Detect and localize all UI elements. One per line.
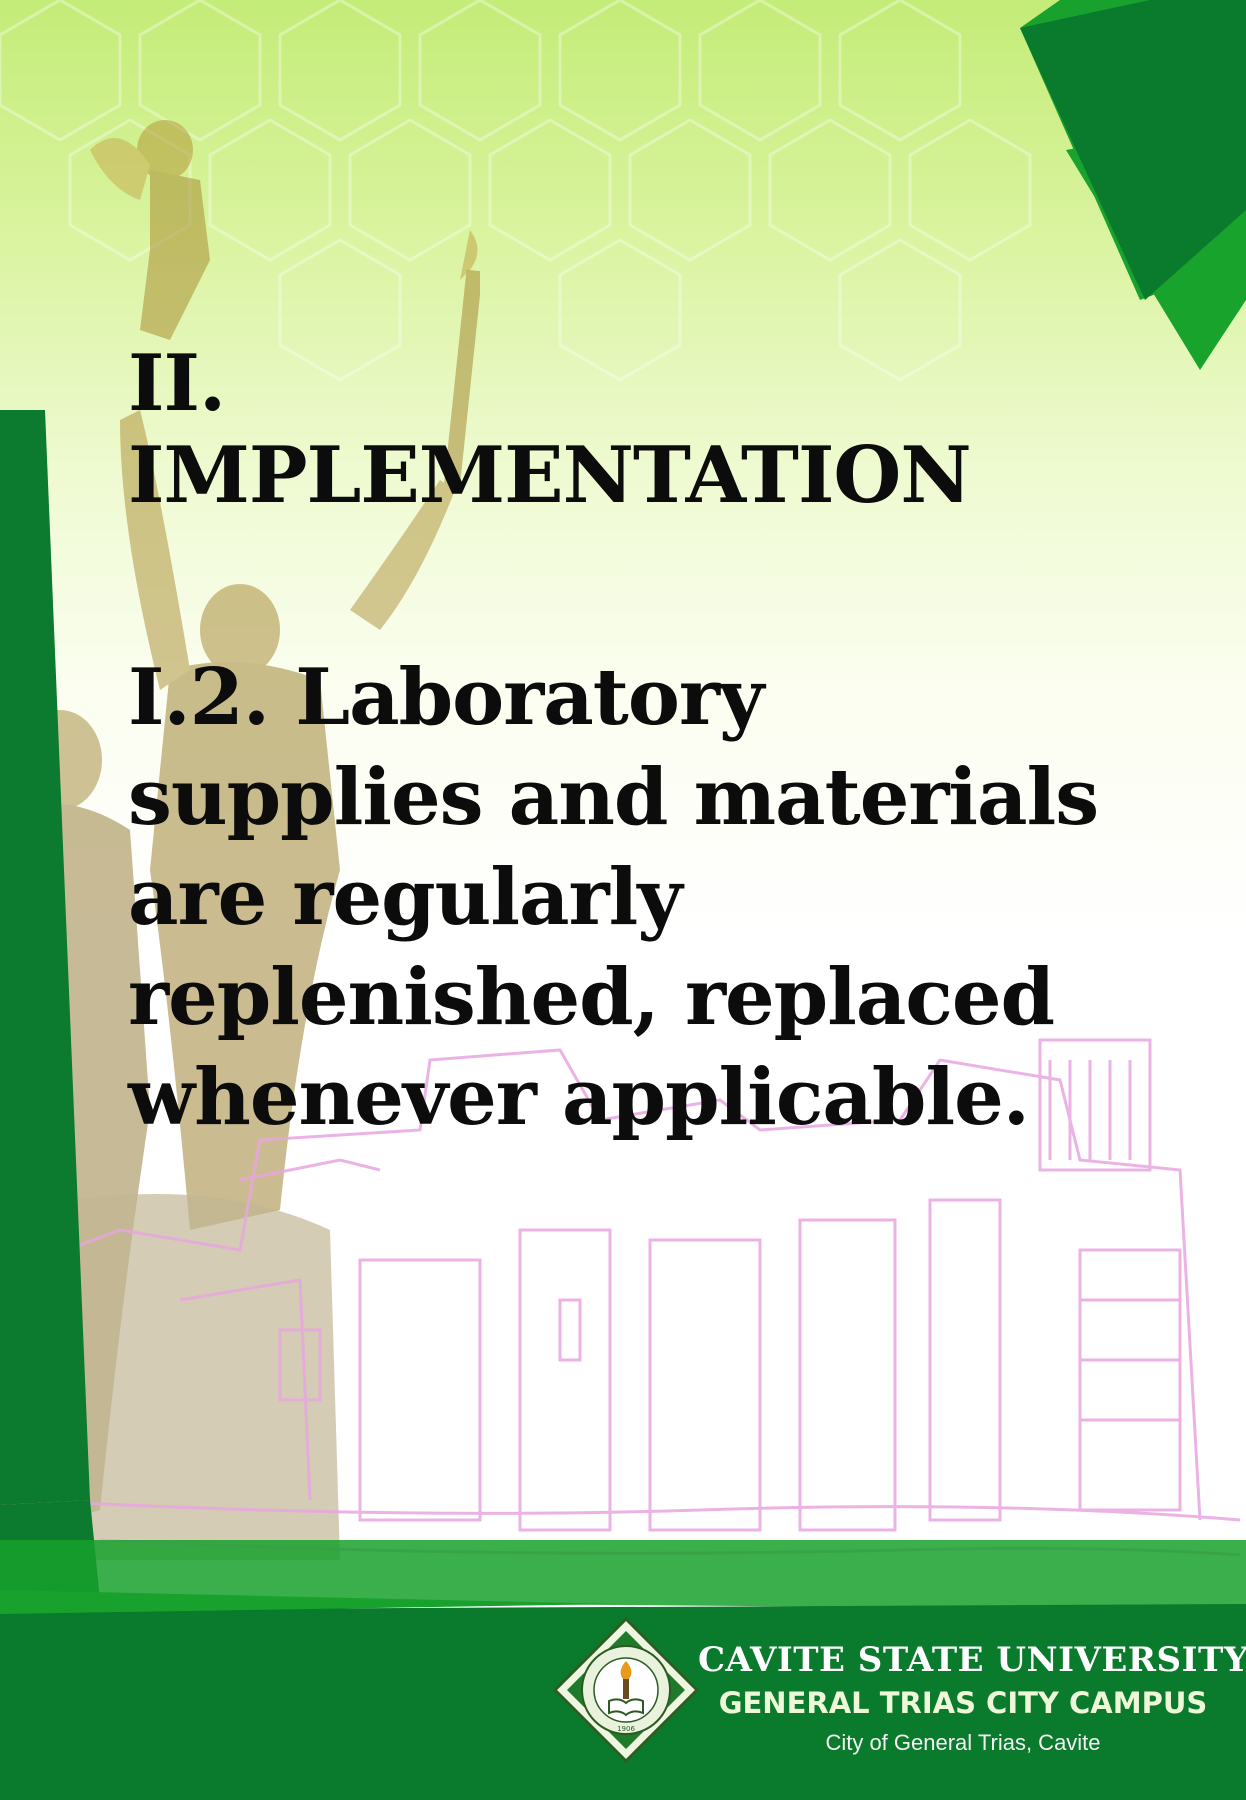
heading-line-1: II. — [128, 338, 226, 429]
item-line-5: whenever applicable. — [128, 1052, 1030, 1143]
heading-line-2: IMPLEMENTATION — [128, 430, 972, 521]
item-line-2: supplies and materials — [128, 752, 1099, 843]
seal-year: 1906 — [617, 1725, 635, 1733]
item-line-1: I.2. Laboratory — [128, 652, 764, 743]
item-line-4: replenished, replaced — [128, 952, 1055, 1043]
corner-green-shapes — [1020, 0, 1246, 370]
item-text: I.2. Laboratory supplies and materials a… — [128, 648, 1128, 1148]
university-name: CAVITE STATE UNIVERSITY — [698, 1640, 1246, 1680]
campus-name: GENERAL TRIAS CITY CAMPUS — [718, 1686, 1208, 1720]
torch-icon — [620, 1661, 632, 1699]
item-line-3: are regularly — [128, 852, 683, 943]
university-seal-icon: 1906 — [553, 1617, 699, 1763]
book-icon — [608, 1698, 644, 1717]
hexagon-background-pattern — [0, 0, 1032, 382]
campus-location: City of General Trias, Cavite — [825, 1730, 1101, 1755]
section-heading: II. IMPLEMENTATION — [128, 338, 972, 522]
